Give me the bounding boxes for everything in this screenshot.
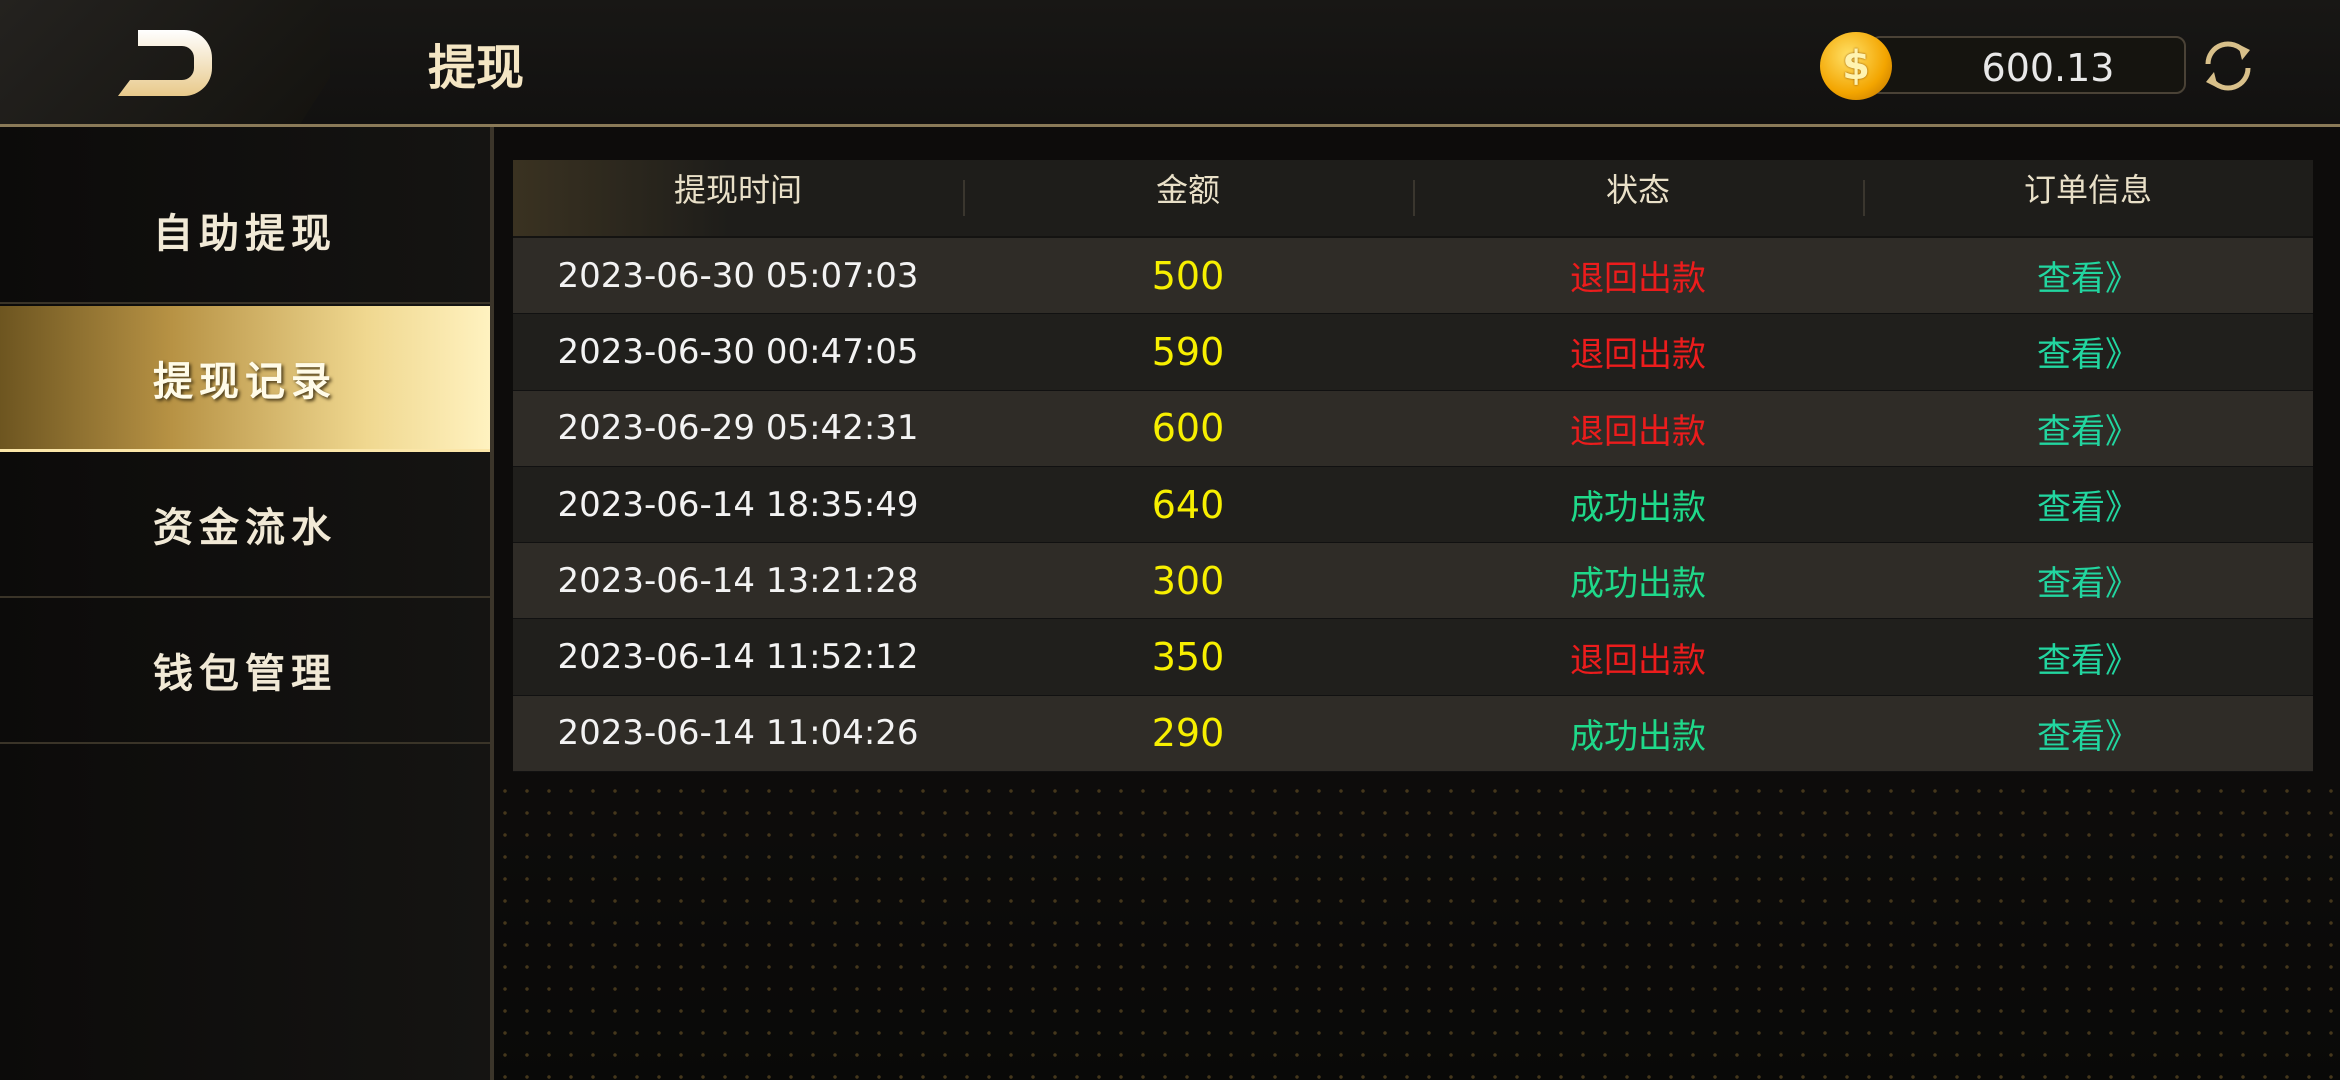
balance-display: 600.13: [1870, 36, 2186, 94]
withdraw-time: 2023-06-14 11:04:26: [557, 713, 919, 754]
view-order-link[interactable]: 查看》: [2037, 640, 2139, 681]
back-button[interactable]: [0, 0, 330, 124]
view-order-link[interactable]: 查看》: [2037, 564, 2139, 605]
withdraw-time: 2023-06-14 18:35:49: [557, 484, 919, 525]
table-row: 2023-06-14 11:52:12 350 退回出款 查看》: [513, 619, 2313, 696]
withdraw-time: 2023-06-14 13:21:28: [557, 560, 919, 601]
sidebar-item-withdraw-records[interactable]: 提现记录: [0, 306, 490, 452]
table-row: 2023-06-14 13:21:28 300 成功出款 查看》: [513, 543, 2313, 620]
withdraw-time: 2023-06-29 05:42:31: [557, 408, 919, 449]
status: 成功出款: [1570, 488, 1706, 529]
background-floor: [494, 780, 2340, 1080]
withdraw-time: 2023-06-30 00:47:05: [557, 331, 919, 372]
back-icon: [118, 30, 212, 96]
amount: 290: [1151, 711, 1225, 756]
page-title: 提现: [428, 40, 525, 96]
header-time: 提现时间: [673, 171, 802, 209]
table-header: 提现时间 金额 状态 订单信息: [513, 160, 2313, 238]
table-row: 2023-06-14 18:35:49 640 成功出款 查看》: [513, 466, 2313, 544]
sidebar-item-self-withdraw[interactable]: 自助提现: [0, 158, 490, 304]
sidebar: 自助提现 提现记录 资金流水 钱包管理: [0, 127, 494, 1080]
withdraw-time: 2023-06-30 05:07:03: [557, 255, 919, 296]
table-row: 2023-06-30 00:47:05 590 退回出款 查看》: [513, 314, 2313, 391]
status: 成功出款: [1570, 716, 1706, 757]
view-order-link[interactable]: 查看》: [2037, 488, 2139, 529]
withdraw-time: 2023-06-14 11:52:12: [557, 637, 919, 678]
view-order-link[interactable]: 查看》: [2037, 259, 2139, 300]
amount: 500: [1151, 253, 1225, 298]
view-order-link[interactable]: 查看》: [2037, 335, 2139, 376]
view-order-link[interactable]: 查看》: [2037, 411, 2139, 452]
header-order-info: 订单信息: [1863, 160, 2313, 236]
sidebar-item-fund-flow[interactable]: 资金流水: [0, 452, 490, 598]
status: 退回出款: [1570, 640, 1706, 681]
amount: 350: [1151, 635, 1225, 680]
status: 退回出款: [1570, 411, 1706, 452]
amount: 300: [1151, 558, 1225, 603]
amount: 600: [1151, 406, 1225, 451]
balance-value: 600.13: [1981, 46, 2115, 90]
header-status: 状态: [1413, 160, 1863, 236]
status: 退回出款: [1570, 259, 1706, 300]
table-row: 2023-06-29 05:42:31 600 退回出款 查看》: [513, 390, 2313, 467]
view-order-link[interactable]: 查看》: [2037, 716, 2139, 757]
status: 成功出款: [1570, 564, 1706, 605]
coin-icon: $: [1820, 32, 1892, 100]
refresh-icon[interactable]: [2196, 34, 2260, 98]
table-row: 2023-06-30 05:07:03 500 退回出款 查看》: [513, 238, 2313, 315]
status: 退回出款: [1570, 335, 1706, 376]
top-bar: 提现 600.13 $: [0, 0, 2340, 127]
sidebar-item-wallet-management[interactable]: 钱包管理: [0, 598, 490, 744]
table-row: 2023-06-14 11:04:26 290 成功出款 查看》: [513, 695, 2313, 773]
withdraw-records-table: 提现时间 金额 状态 订单信息 2023-06-30 05:07:03 500 退回…: [513, 160, 2313, 773]
table-body: 2023-06-30 05:07:03 500 退回出款 查看》 2023-06-30 …: [513, 238, 2313, 773]
amount: 590: [1151, 329, 1225, 374]
amount: 640: [1151, 482, 1225, 527]
header-amount: 金额: [963, 160, 1413, 236]
